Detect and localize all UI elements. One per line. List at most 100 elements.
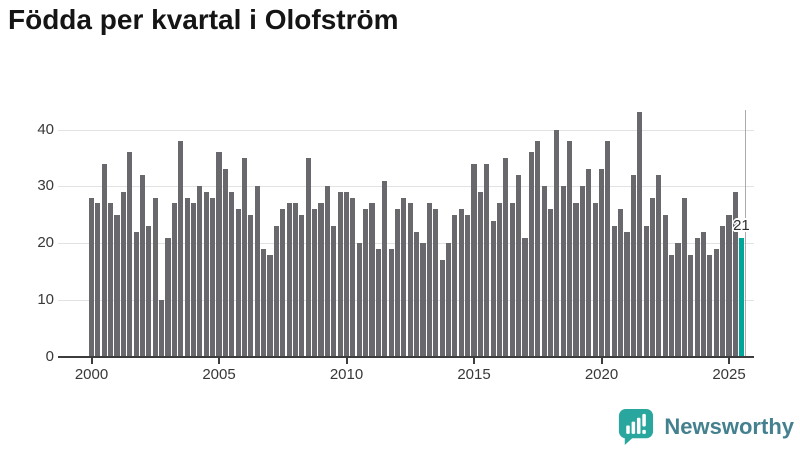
- bar: [375, 248, 381, 357]
- bar: [554, 129, 560, 357]
- x-axis-tick-mark: [90, 358, 93, 364]
- bar: [299, 214, 305, 357]
- bar: [254, 186, 260, 357]
- bar: [458, 209, 464, 357]
- bar: [197, 186, 203, 357]
- highlight-value-label: 21: [733, 216, 750, 234]
- y-axis-tick-label: 20: [37, 234, 54, 252]
- bar: [305, 157, 311, 357]
- x-axis-tick-label: 2025: [712, 366, 746, 383]
- bar: [579, 186, 585, 357]
- bar: [598, 169, 605, 357]
- bar: [694, 237, 700, 357]
- bar: [337, 192, 343, 357]
- bar: [535, 140, 541, 357]
- bar: [649, 197, 656, 357]
- bar: [401, 197, 407, 357]
- bar: [643, 226, 649, 357]
- x-axis-tick-mark: [600, 358, 603, 364]
- bar: [248, 214, 254, 357]
- bar: [165, 237, 171, 357]
- bar: [618, 209, 624, 357]
- bar: [630, 175, 636, 357]
- bar: [496, 203, 503, 357]
- bar: [95, 203, 101, 357]
- bar: [605, 140, 611, 357]
- bar: [414, 231, 420, 357]
- bar: [407, 203, 413, 357]
- bar: [286, 203, 292, 357]
- bar: [656, 175, 662, 357]
- bar: [369, 203, 375, 357]
- y-axis-tick-label: 0: [45, 348, 54, 365]
- x-axis-line: [58, 356, 754, 358]
- bar: [445, 243, 452, 357]
- y-axis-tick-label: 40: [37, 120, 54, 138]
- bar: [133, 231, 139, 357]
- bar: [503, 157, 509, 357]
- bar: [567, 140, 573, 357]
- bar: [681, 197, 687, 357]
- bar: [139, 175, 146, 357]
- bar: [675, 243, 681, 357]
- bar: [388, 248, 394, 357]
- x-axis-tick-label: 2000: [74, 366, 109, 383]
- newsworthy-wordmark: Newsworthy: [664, 413, 794, 439]
- bar: [229, 192, 235, 357]
- bar: [222, 169, 228, 357]
- bar: [726, 214, 732, 357]
- bar: [318, 203, 324, 357]
- bar: [669, 254, 675, 357]
- bar: [611, 226, 617, 357]
- bar: [732, 192, 738, 357]
- x-axis-tick-mark: [473, 358, 475, 364]
- bar: [592, 203, 598, 357]
- bar: [216, 152, 222, 357]
- bar: [547, 209, 554, 357]
- bar: [700, 231, 707, 357]
- bar: [586, 169, 592, 357]
- bar: [356, 243, 362, 357]
- bar: [363, 209, 369, 357]
- bar: [707, 254, 713, 357]
- bar: [573, 203, 579, 357]
- bar: [261, 248, 267, 357]
- bar: [241, 157, 248, 357]
- bar: [343, 192, 350, 357]
- bar: [127, 152, 133, 357]
- bar: [331, 226, 337, 357]
- bar: [509, 203, 515, 357]
- newsworthy-speech-bubble-chart-icon: [619, 408, 654, 446]
- bar: [324, 186, 330, 357]
- bar: [528, 152, 534, 357]
- bar: [184, 197, 190, 357]
- bar: [114, 214, 120, 357]
- bar: [484, 163, 490, 357]
- x-axis-tick-label: 2020: [584, 366, 619, 383]
- bar: [465, 214, 471, 357]
- bar: [280, 209, 286, 357]
- bar: [471, 163, 477, 357]
- x-axis-tick-label: 2015: [457, 366, 491, 383]
- gridline-y-30: [58, 186, 754, 188]
- bar: [88, 197, 95, 357]
- bar: [292, 203, 299, 357]
- bar: [560, 186, 566, 357]
- bar: [420, 243, 426, 357]
- bar: [120, 192, 126, 357]
- bar: [439, 260, 445, 357]
- bar: [312, 209, 318, 357]
- bar: [382, 180, 388, 357]
- bar: [159, 300, 165, 357]
- y-axis-tick-label: 30: [37, 177, 54, 195]
- bar: [350, 197, 356, 357]
- bar: [101, 163, 107, 357]
- bar: [522, 237, 528, 357]
- x-axis-tick-mark: [728, 358, 730, 364]
- y-axis-tick-label: 10: [37, 291, 54, 309]
- bar: [541, 186, 547, 357]
- bar: [662, 214, 668, 357]
- bar: [720, 226, 726, 357]
- bar: [108, 203, 114, 357]
